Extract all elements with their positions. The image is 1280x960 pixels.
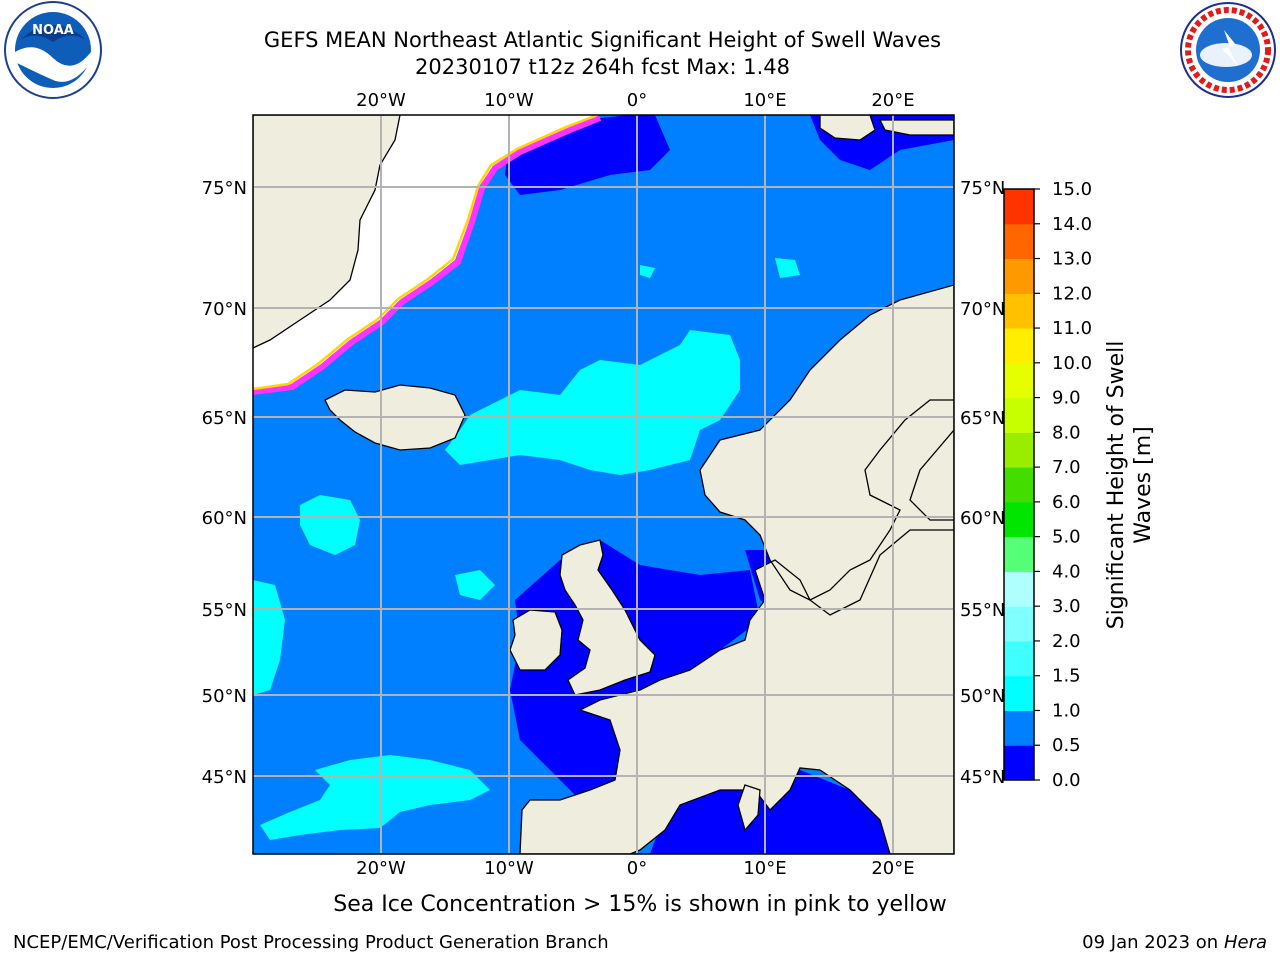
ireland-land <box>509 609 563 671</box>
lon-labels-top: 20°W 10°W 0° 10°E 20°E <box>356 90 914 111</box>
colorbar-segment <box>1004 467 1034 503</box>
colorbar-segment <box>1004 223 1034 260</box>
colorbar-segment <box>1004 432 1034 468</box>
lat-label: 45°N <box>202 767 247 788</box>
map-panel <box>253 115 954 854</box>
greenland-land <box>253 115 401 349</box>
lon-label: 10°E <box>743 858 786 879</box>
lat-label: 70°N <box>202 299 247 320</box>
colorbar-segment <box>1004 501 1034 538</box>
sea-ice-edge-pink <box>253 115 602 395</box>
colorbar-segment <box>1004 293 1034 329</box>
colorbar-tick-label: 0.0 <box>1052 770 1081 791</box>
lon-label: 10°E <box>743 90 786 111</box>
colorbar-segment <box>1004 397 1034 433</box>
colorbar-tick-label: 1.0 <box>1052 700 1081 721</box>
colorbar-tick-label: 13.0 <box>1052 249 1092 270</box>
lon-label: 0° <box>627 90 647 111</box>
colorbar-tick-label: 2.0 <box>1052 631 1081 652</box>
scandinavia-europe-land <box>519 284 954 854</box>
lat-label: 60°N <box>202 508 247 529</box>
generation-date-text: 09 Jan 2023 on <box>1082 932 1219 953</box>
colorbar-segment <box>1004 258 1034 294</box>
lat-labels-right: 75°N 70°N 65°N 60°N 55°N 50°N 45°N <box>960 178 1005 788</box>
colorbar-segment <box>1004 362 1034 399</box>
colorbar-tick-label: 11.0 <box>1052 318 1092 339</box>
colorbar-segment <box>1004 675 1034 711</box>
colorbar-segment <box>1004 328 1034 364</box>
colorbar-segment <box>1004 571 1034 607</box>
colorbar-tick-label: 3.0 <box>1052 596 1081 617</box>
lat-label: 75°N <box>202 178 247 199</box>
colorbar-segment <box>1004 606 1034 642</box>
lon-label: 10°W <box>484 858 534 879</box>
generation-date: 09 Jan 2023 on Hera <box>1082 932 1267 954</box>
svalbard-land <box>819 115 876 141</box>
colorbar-tick-label: 10.0 <box>1052 353 1092 374</box>
lon-label: 10°W <box>484 90 534 111</box>
map-title-line1: GEFS MEAN Northeast Atlantic Significant… <box>263 28 942 52</box>
lat-label: 50°N <box>960 686 1005 707</box>
colorbar-segment <box>1004 745 1034 781</box>
colorbar-segment <box>1004 640 1034 677</box>
colorbar-tick-label: 7.0 <box>1052 457 1081 478</box>
map-frame <box>252 114 955 855</box>
colorbar-tick-label: 6.0 <box>1052 492 1081 513</box>
colorbar-frame <box>1003 188 1035 781</box>
colorbar-tick-label: 15.0 <box>1052 179 1092 200</box>
lat-label: 65°N <box>960 408 1005 429</box>
colorbar-label-line2: Waves [m] <box>1131 426 1156 543</box>
producer-credit: NCEP/EMC/Verification Post Processing Pr… <box>13 932 609 953</box>
svg-text:NOAA: NOAA <box>32 23 74 38</box>
lat-label: 55°N <box>960 600 1005 621</box>
lon-label: 20°W <box>356 90 406 111</box>
colorbar-tick-label: 4.0 <box>1052 561 1081 582</box>
lat-label: 50°N <box>202 686 247 707</box>
graticule <box>253 115 954 854</box>
lon-labels-bottom: 20°W 10°W 0° 10°E 20°E <box>356 858 914 879</box>
colorbar-tick-label: 5.0 <box>1052 527 1081 548</box>
colorbar-segment <box>1004 710 1034 746</box>
colorbar-segment <box>1004 189 1034 225</box>
sea-ice-edge-yellow <box>253 115 596 391</box>
colorbar-segment <box>1004 536 1034 572</box>
lon-label: 20°E <box>871 90 914 111</box>
land-areas <box>253 115 954 854</box>
colorbar: 0.0 0.5 1.0 1.5 2.0 3.0 4.0 5.0 6.0 7.0 8.0 9.0 10.0… <box>1003 179 1092 791</box>
lat-label: 65°N <box>202 408 247 429</box>
colorbar-tick-label: 9.0 <box>1052 388 1081 409</box>
lat-label: 45°N <box>960 767 1005 788</box>
lat-label: 60°N <box>960 508 1005 529</box>
colorbar-tick-label: 0.5 <box>1052 735 1081 756</box>
lon-label: 0° <box>627 858 647 879</box>
lat-label: 55°N <box>202 600 247 621</box>
lat-label: 70°N <box>960 299 1005 320</box>
national-weather-service-logo <box>1180 2 1276 98</box>
lon-label: 20°W <box>356 858 406 879</box>
lon-label: 20°E <box>871 858 914 879</box>
noaa-logo: NOAA <box>4 1 102 99</box>
lat-label: 75°N <box>960 178 1005 199</box>
sea-ice-footnote: Sea Ice Concentration > 15% is shown in … <box>333 892 947 917</box>
colorbar-tick-label: 1.5 <box>1052 666 1081 687</box>
colorbar-tick-label: 12.0 <box>1052 283 1092 304</box>
colorbar-label-line1: Significant Height of Swell <box>1104 341 1129 630</box>
colorbar-tick-label: 14.0 <box>1052 214 1092 235</box>
map-title-line2: 20230107 t12z 264h fcst Max: 1.48 <box>415 55 790 79</box>
lat-labels-left: 75°N 70°N 65°N 60°N 55°N 50°N 45°N <box>202 178 247 788</box>
colorbar-tick-label: 8.0 <box>1052 422 1081 443</box>
generation-machine: Hera <box>1223 932 1267 953</box>
great-britain-land <box>559 539 656 696</box>
